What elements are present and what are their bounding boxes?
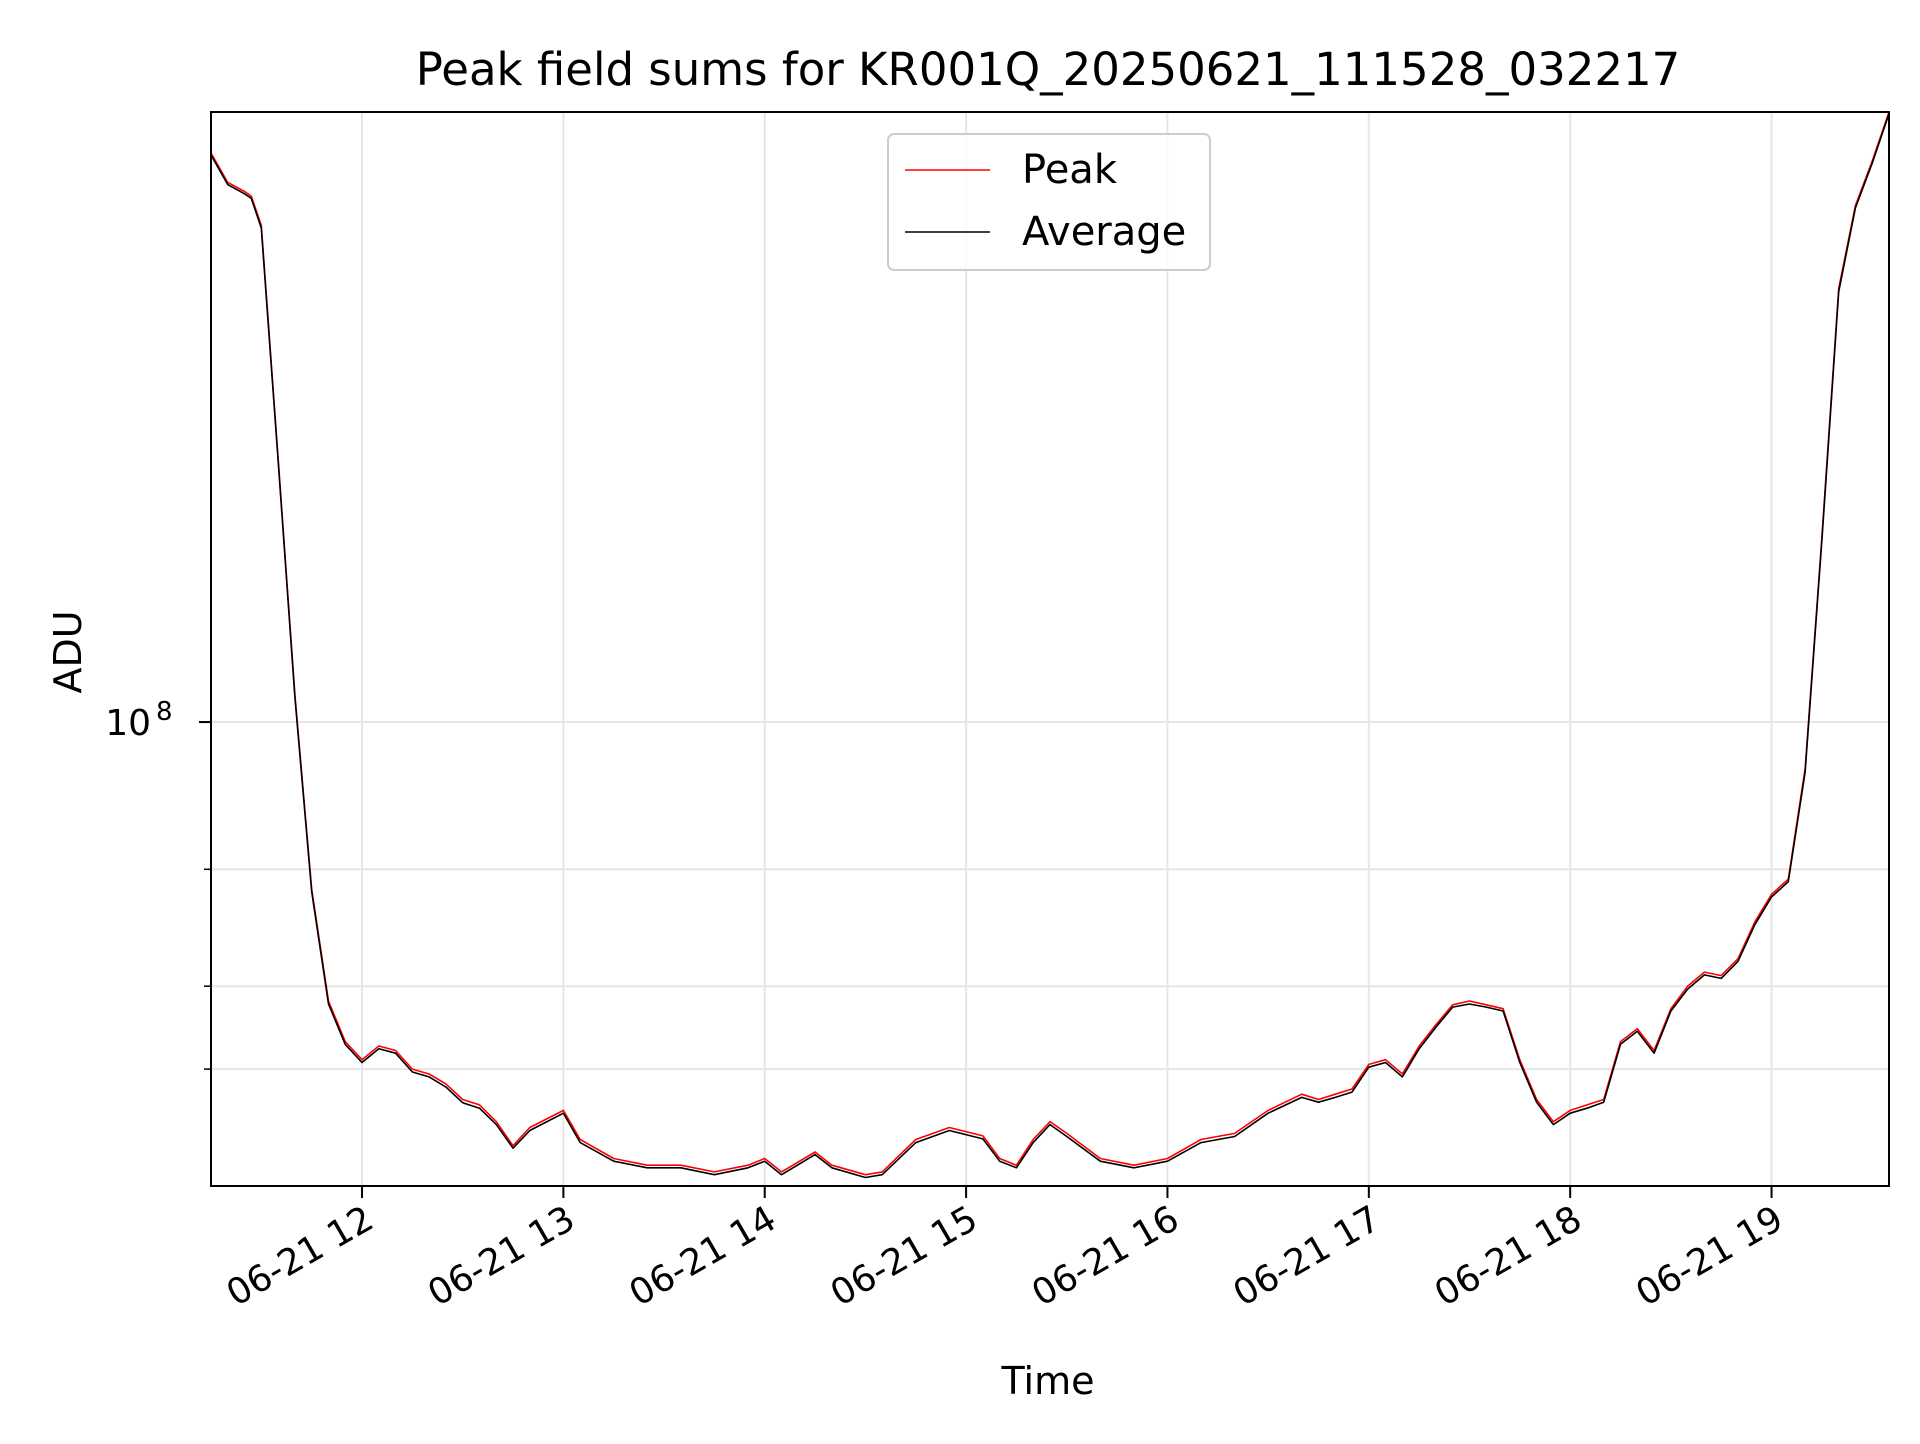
x-axis-label: Time <box>1001 1359 1095 1403</box>
legend-label-average: Average <box>1022 209 1186 255</box>
y-tick-label: 10 <box>105 703 151 744</box>
legend: Peak Average <box>887 133 1211 271</box>
series-line-peak <box>210 111 1890 1176</box>
grid-layer <box>211 112 1889 1186</box>
x-tick-label: 06-21 17 <box>1227 1198 1388 1314</box>
x-tick-label: 06-21 12 <box>220 1198 381 1314</box>
x-tick-label: 06-21 18 <box>1428 1198 1589 1314</box>
legend-label-peak: Peak <box>1022 147 1118 193</box>
chart-title: Peak field sums for KR001Q_20250621_1115… <box>416 43 1680 96</box>
y-axis: 10 8 <box>105 697 211 1070</box>
legend-box <box>887 133 1211 271</box>
x-tick-label: 06-21 13 <box>421 1198 582 1314</box>
series-layer <box>210 111 1890 1179</box>
x-tick-label: 06-21 16 <box>1025 1198 1186 1314</box>
plot-frame <box>210 111 1890 1187</box>
y-axis-label: ADU <box>46 610 90 693</box>
x-tick-label: 06-21 14 <box>623 1198 784 1314</box>
x-tick-label: 06-21 15 <box>824 1198 985 1314</box>
x-axis: 06-21 12 06-21 13 06-21 14 06-21 15 06-21 16… <box>220 1186 1790 1315</box>
x-tick-label: 06-21 19 <box>1629 1198 1790 1314</box>
y-tick-exponent: 8 <box>156 697 173 727</box>
series-line-average <box>210 113 1890 1179</box>
